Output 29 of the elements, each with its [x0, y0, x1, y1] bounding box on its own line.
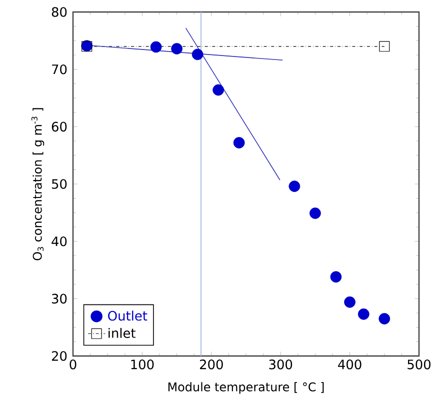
point: [344, 296, 356, 308]
x-tick-label: 0: [70, 360, 76, 370]
y-tick-label: 70: [52, 64, 67, 74]
point: [330, 271, 342, 283]
legend-label: inlet: [108, 328, 136, 338]
y-tick-label: 50: [52, 179, 67, 189]
x-tick-label: 300: [269, 360, 292, 370]
point: [288, 180, 300, 192]
legend-label: Outlet: [108, 310, 148, 321]
point: [358, 308, 370, 320]
x-tick-label: 200: [200, 360, 223, 370]
y-tick-label: 30: [52, 294, 67, 304]
point: [192, 48, 204, 60]
y-tick-label: 20: [52, 351, 67, 361]
point: [212, 84, 224, 96]
y-tick-label: 60: [52, 122, 67, 132]
y-tick-label: 40: [52, 236, 67, 246]
point: [233, 137, 245, 148]
y-axis-title: O$_{3}$ concentration [ g m$^{-3}$ ]: [31, 108, 44, 260]
point: [150, 41, 162, 53]
point: [378, 313, 390, 324]
x-tick-label: 400: [338, 360, 362, 370]
point: [310, 208, 321, 219]
point: [379, 41, 390, 52]
point: [171, 43, 182, 54]
x-axis-title: Module temperature [ °C ]: [168, 382, 324, 394]
x-tick-label: 100: [131, 360, 154, 370]
x-tick-label: 500: [408, 360, 430, 370]
y-tick-label: 80: [52, 7, 67, 17]
